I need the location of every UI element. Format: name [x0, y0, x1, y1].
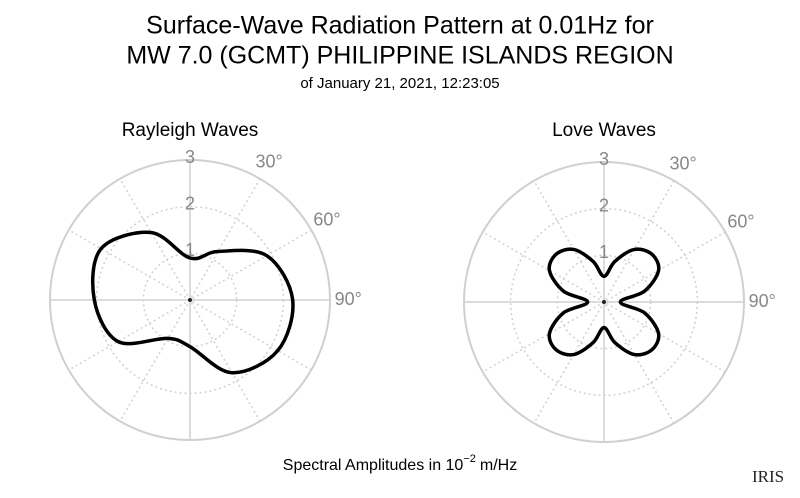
theta-tick-label: 90°	[335, 289, 362, 309]
grid-ring	[509, 207, 699, 397]
theta-tick-label: 90°	[749, 291, 776, 311]
theta-tick-label: 30°	[669, 154, 696, 174]
footnote-text: Spectral Amplitudes in 10	[283, 457, 464, 474]
grid-ring	[463, 161, 745, 443]
grid-ring	[556, 254, 652, 350]
footnote: Spectral Amplitudes in 10−2 m/Hz	[283, 453, 517, 474]
footnote-exponent: −2	[463, 453, 476, 465]
theta-tick-label: 60°	[727, 212, 754, 232]
r-tick-label: 1	[599, 242, 609, 262]
r-tick-label: 2	[599, 195, 609, 215]
theta-tick-label: 30°	[255, 152, 282, 172]
grid-ring	[142, 252, 238, 348]
grid-ring	[49, 159, 331, 441]
title-line: MW 7.0 (GCMT) PHILIPPINE ISLANDS REGION	[126, 42, 673, 70]
radiation-curve	[90, 230, 295, 375]
polar-title: Love Waves	[552, 120, 656, 141]
r-tick-label: 1	[185, 240, 195, 260]
title-line: Surface-Wave Radiation Pattern at 0.01Hz…	[146, 12, 654, 40]
polar-title: Rayleigh Waves	[122, 120, 259, 141]
radiation-curve	[547, 247, 661, 357]
subtitle: of January 21, 2021, 12:23:05	[300, 75, 499, 92]
r-tick-label: 3	[185, 147, 195, 167]
footnote-unit: m/Hz	[480, 457, 517, 474]
logo: IRIS	[752, 467, 784, 486]
r-tick-label: 2	[185, 193, 195, 213]
theta-tick-label: 60°	[313, 210, 340, 230]
center-dot	[188, 298, 192, 302]
grid-ring	[95, 205, 285, 395]
r-tick-label: 3	[599, 149, 609, 169]
center-dot	[602, 300, 606, 304]
